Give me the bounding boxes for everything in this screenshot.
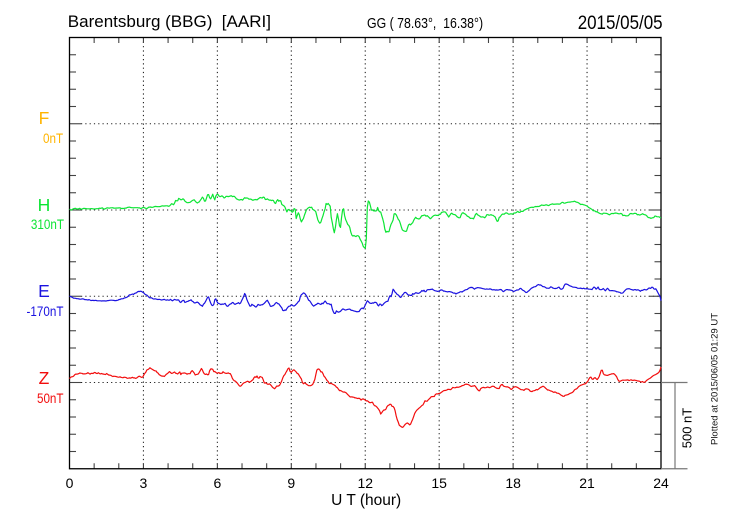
svg-text:9: 9	[287, 475, 295, 491]
svg-text:15: 15	[431, 475, 447, 491]
svg-text:3: 3	[140, 475, 148, 491]
svg-text:24: 24	[653, 475, 669, 491]
svg-text:18: 18	[505, 475, 521, 491]
svg-text:0: 0	[66, 475, 74, 491]
svg-text:12: 12	[357, 475, 373, 491]
svg-text:6: 6	[213, 475, 221, 491]
svg-text:21: 21	[579, 475, 595, 491]
